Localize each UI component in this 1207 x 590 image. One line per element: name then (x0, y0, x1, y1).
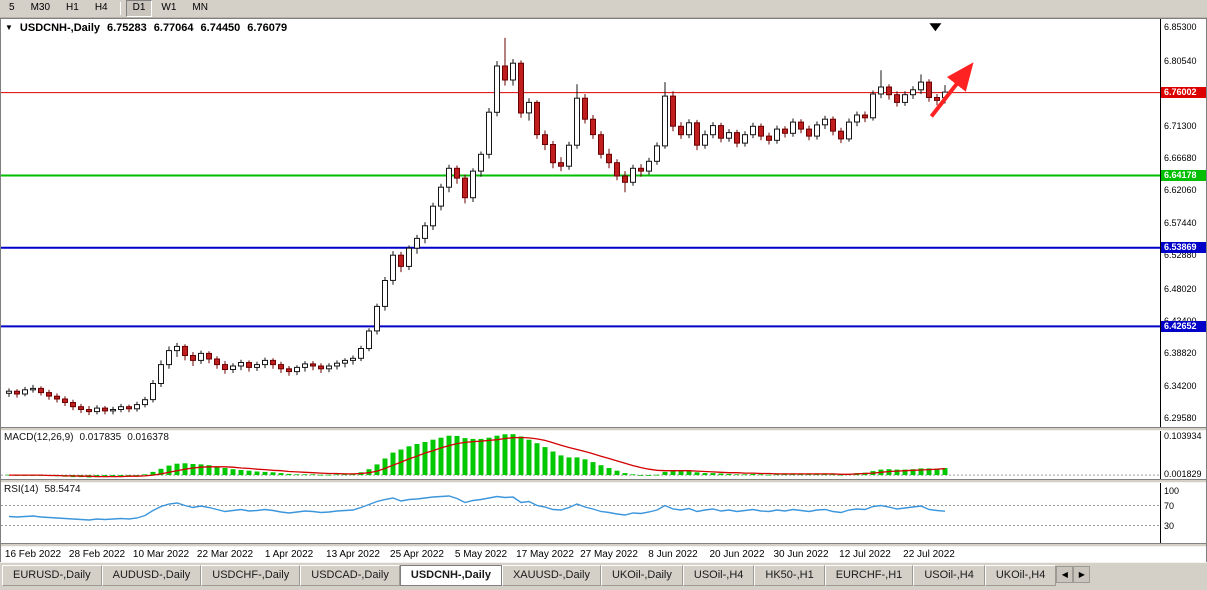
price-tick: 6.48020 (1164, 284, 1197, 294)
toolbar-divider (119, 2, 121, 15)
main-price-pane: ▼ USDCNH-,Daily 6.75283 6.77064 6.74450 … (1, 19, 1206, 427)
chart-tab-ukoil-h4[interactable]: UKOil-,H4 (984, 565, 1057, 586)
macd-tick: 0.103934 (1164, 431, 1202, 441)
price-tick: 6.66680 (1164, 153, 1197, 163)
timeframe-button-h4[interactable]: H4 (87, 0, 115, 17)
chart-tab-hk50-h1[interactable]: HK50-,H1 (754, 565, 825, 586)
ohlc-open: 6.75283 (107, 22, 147, 34)
timeframe-button-m30[interactable]: M30 (23, 0, 58, 17)
macd-name: MACD(12,26,9) (4, 432, 74, 443)
price-level-badge: 6.64178 (1161, 170, 1206, 181)
price-level-badge: 6.76002 (1161, 87, 1206, 98)
collapse-triangle-icon[interactable]: ▼ (5, 23, 13, 32)
macd-signal-value: 0.016378 (127, 432, 169, 443)
candlestick-chart[interactable] (1, 19, 1160, 427)
chart-tab-usoil-h4[interactable]: USOil-,H4 (682, 565, 755, 586)
chart-tab-eurusd-daily[interactable]: EURUSD-,Daily (2, 565, 102, 586)
date-tick: 30 Jun 2022 (773, 549, 829, 560)
ohlc-close: 6.76079 (247, 22, 288, 34)
price-tick: 6.29580 (1164, 413, 1197, 423)
tab-scroll-right-icon[interactable]: ▶ (1073, 566, 1091, 583)
price-tick: 6.71300 (1164, 121, 1197, 131)
price-tick: 6.57440 (1164, 218, 1197, 228)
timeframe-button-w1[interactable]: W1 (154, 0, 184, 17)
price-level-badge: 6.42652 (1161, 321, 1206, 332)
timeframe-button-mn[interactable]: MN (185, 0, 215, 17)
chart-tab-bar: EURUSD-,Daily AUDUSD-,Daily USDCHF-,Daily U… (0, 562, 1207, 590)
chart-window: ▼ USDCNH-,Daily 6.75283 6.77064 6.74450 … (0, 18, 1207, 563)
tab-scroll-left-icon[interactable]: ◀ (1056, 566, 1074, 583)
date-tick: 20 Jun 2022 (709, 549, 765, 560)
price-tick: 6.38820 (1164, 348, 1197, 358)
date-tick: 16 Feb 2022 (4, 549, 62, 560)
date-tick: 17 May 2022 (516, 549, 574, 560)
rsi-chart[interactable] (1, 483, 1160, 543)
date-tick: 1 Apr 2022 (264, 549, 314, 560)
chart-tab-usdcad-daily[interactable]: USDCAD-,Daily (300, 565, 400, 586)
price-tick: 6.62060 (1164, 185, 1197, 195)
timeframe-button-5[interactable]: 5 (2, 0, 22, 17)
price-tick: 6.34200 (1164, 381, 1197, 391)
price-tick: 6.80540 (1164, 56, 1197, 66)
chart-tab-ukoil-daily[interactable]: UKOil-,Daily (600, 565, 683, 586)
date-tick: 12 Jul 2022 (839, 549, 891, 560)
chart-tab-xauusd-daily[interactable]: XAUUSD-,Daily (501, 565, 601, 586)
chart-title: ▼ USDCNH-,Daily 6.75283 6.77064 6.74450 … (5, 22, 287, 34)
pane-separator[interactable] (1, 543, 1206, 547)
date-tick: 22 Jul 2022 (903, 549, 955, 560)
macd-axis[interactable]: 0.103934 0.001829 (1160, 431, 1206, 479)
date-tick: 28 Feb 2022 (68, 549, 126, 560)
chart-tab-eurchf-h1[interactable]: EURCHF-,H1 (824, 565, 914, 586)
date-tick: 8 Jun 2022 (648, 549, 698, 560)
rsi-tick: 100 (1164, 486, 1180, 496)
macd-label: MACD(12,26,9) 0.017835 0.016378 (4, 432, 169, 443)
rsi-label: RSI(14) 58.5474 (4, 484, 81, 495)
pane-separator[interactable] (1, 479, 1206, 483)
macd-value: 0.017835 (79, 432, 122, 443)
chart-symbol-label: USDCNH-,Daily (19, 22, 100, 34)
price-tick: 6.85300 (1164, 22, 1197, 32)
timeframe-button-h1[interactable]: H1 (59, 0, 86, 17)
price-level-badge: 6.53869 (1161, 242, 1206, 253)
time-axis[interactable]: 16 Feb 2022 28 Feb 2022 10 Mar 2022 22 Mar … (1, 547, 1206, 563)
rsi-tick: 30 (1164, 521, 1175, 531)
ohlc-high: 6.77064 (153, 22, 194, 34)
ohlc-low: 6.74450 (200, 22, 241, 34)
chart-tab-usdchf-daily[interactable]: USDCHF-,Daily (201, 565, 301, 586)
chart-tab-usoil-h4[interactable]: USOil-,H4 (913, 565, 985, 586)
macd-tick: 0.001829 (1164, 469, 1202, 479)
date-tick: 13 Apr 2022 (326, 549, 380, 560)
chart-tab-usdcnh-daily[interactable]: USDCNH-,Daily (399, 565, 502, 586)
price-axis[interactable]: 6.85300 6.80540 6.71300 6.66680 6.62060 6.574… (1160, 19, 1206, 427)
date-tick: 22 Mar 2022 (196, 549, 254, 560)
rsi-axis[interactable]: 100 70 30 (1160, 483, 1206, 543)
date-tick: 25 Apr 2022 (390, 549, 444, 560)
rsi-pane: RSI(14) 58.5474 100 70 30 (1, 483, 1206, 543)
rsi-value: 58.5474 (44, 484, 81, 495)
macd-pane: MACD(12,26,9) 0.017835 0.016378 0.103934… (1, 431, 1206, 479)
rsi-tick: 70 (1164, 501, 1175, 511)
timeframe-button-d1[interactable]: D1 (125, 0, 153, 17)
timeframe-toolbar: 5 M30 H1 H4 D1 W1 MN (0, 0, 1207, 18)
rsi-name: RSI(14) (4, 484, 39, 495)
price-tick: 6.52880 (1164, 250, 1197, 260)
chart-tab-audusd-daily[interactable]: AUDUSD-,Daily (101, 565, 202, 586)
date-tick: 5 May 2022 (454, 549, 508, 560)
pane-separator[interactable] (1, 427, 1206, 431)
date-tick: 10 Mar 2022 (132, 549, 190, 560)
macd-chart[interactable] (1, 431, 1160, 479)
date-tick: 27 May 2022 (580, 549, 638, 560)
